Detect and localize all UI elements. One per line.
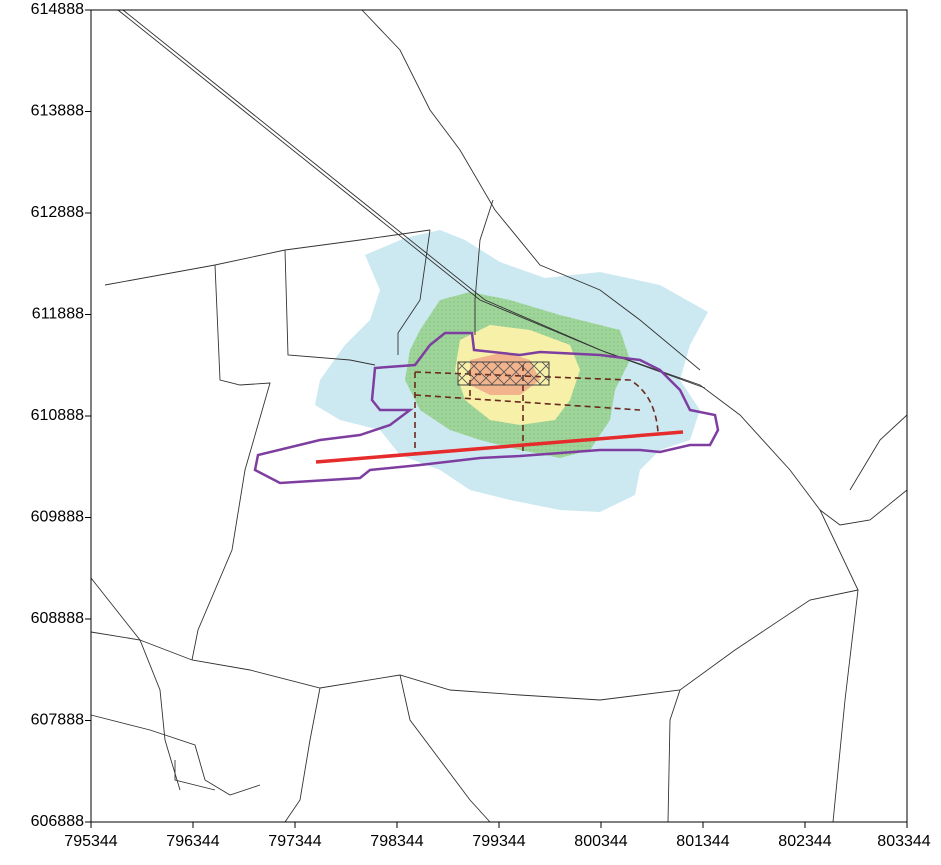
x-tick-label: 795344 bbox=[64, 833, 117, 850]
y-tick-label: 610888 bbox=[31, 407, 84, 424]
y-tick-label: 608888 bbox=[31, 610, 84, 627]
x-tick-label: 796344 bbox=[166, 833, 219, 850]
terminal bbox=[457, 361, 550, 386]
x-tick-label: 797344 bbox=[268, 833, 321, 850]
y-tick-label: 607888 bbox=[31, 712, 84, 729]
road bbox=[849, 414, 908, 491]
road bbox=[90, 714, 261, 796]
road bbox=[819, 489, 908, 526]
y-tick-label: 614888 bbox=[31, 1, 84, 18]
rail bbox=[122, 9, 706, 389]
road bbox=[174, 760, 216, 791]
road bbox=[90, 577, 181, 791]
road bbox=[191, 264, 271, 661]
y-tick-label: 609888 bbox=[31, 509, 84, 526]
y-tick-label: 606888 bbox=[31, 813, 84, 830]
y-tick-label: 613888 bbox=[31, 103, 84, 120]
runway bbox=[315, 430, 684, 464]
airport-boundary bbox=[253, 331, 720, 485]
road bbox=[90, 589, 859, 701]
x-tick-label: 799344 bbox=[472, 833, 525, 850]
y-tick-label: 612888 bbox=[31, 204, 84, 221]
roads bbox=[90, 9, 908, 823]
road bbox=[399, 674, 491, 823]
x-tick-label: 802344 bbox=[778, 833, 831, 850]
x-tick-label: 800344 bbox=[574, 833, 627, 850]
y-tick-label: 611888 bbox=[32, 306, 84, 323]
rail bbox=[117, 9, 859, 823]
road bbox=[284, 687, 321, 823]
x-tick-label: 803344 bbox=[877, 833, 930, 850]
road bbox=[284, 249, 376, 366]
road bbox=[361, 9, 701, 371]
x-tick-label: 801344 bbox=[676, 833, 729, 850]
x-tick-label: 798344 bbox=[370, 833, 423, 850]
road bbox=[474, 199, 494, 335]
road bbox=[397, 229, 431, 355]
road bbox=[667, 689, 681, 823]
